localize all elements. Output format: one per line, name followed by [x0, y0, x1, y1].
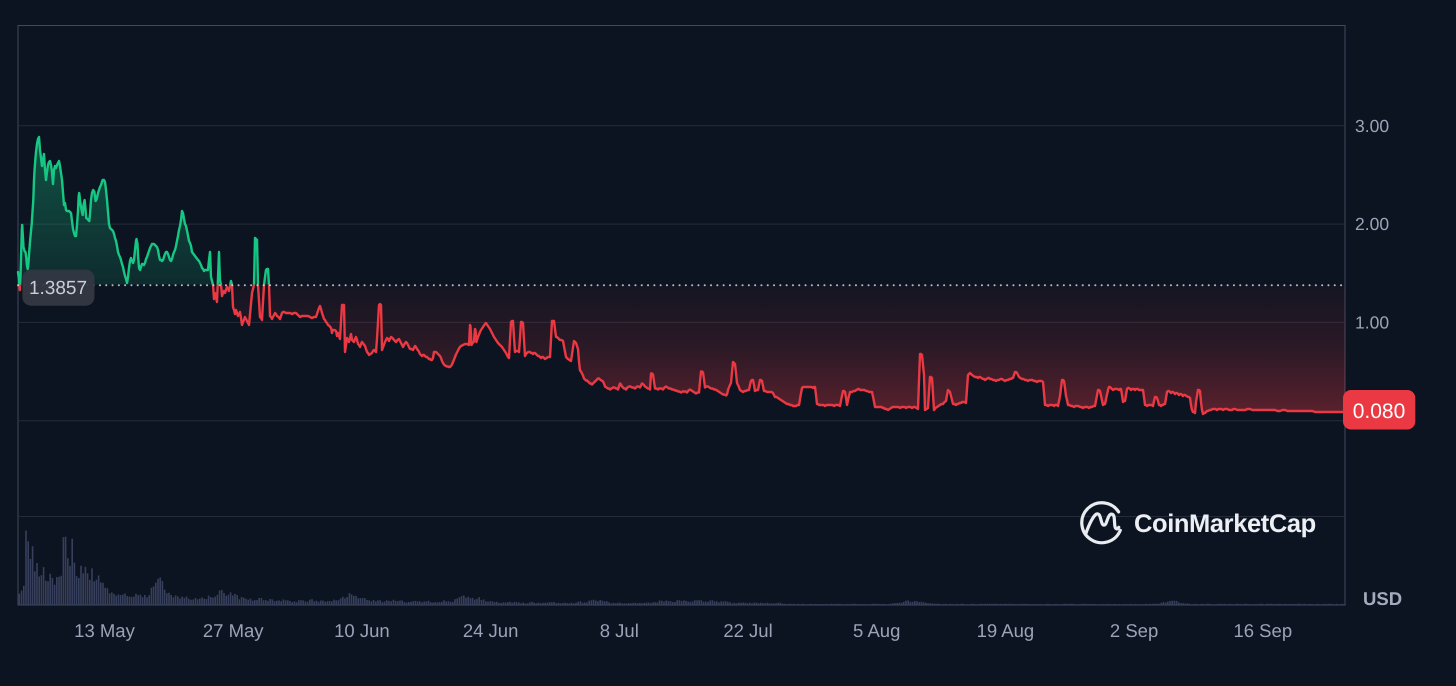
svg-text:13 May: 13 May: [74, 620, 135, 641]
svg-text:1.3857: 1.3857: [29, 278, 87, 299]
svg-text:5 Aug: 5 Aug: [853, 620, 900, 641]
svg-text:8 Jul: 8 Jul: [600, 620, 639, 641]
svg-text:24 Jun: 24 Jun: [463, 620, 519, 641]
svg-text:2.00: 2.00: [1355, 214, 1389, 234]
svg-text:CoinMarketCap: CoinMarketCap: [1134, 510, 1316, 538]
svg-text:3.00: 3.00: [1355, 116, 1389, 136]
svg-text:10 Jun: 10 Jun: [334, 620, 390, 641]
svg-text:1.00: 1.00: [1355, 312, 1389, 332]
svg-text:22 Jul: 22 Jul: [723, 620, 772, 641]
svg-text:USD: USD: [1363, 588, 1402, 609]
svg-text:0.080: 0.080: [1353, 400, 1406, 423]
svg-text:27 May: 27 May: [203, 620, 264, 641]
svg-text:16 Sep: 16 Sep: [1233, 620, 1292, 641]
svg-text:19 Aug: 19 Aug: [977, 620, 1035, 641]
svg-text:2 Sep: 2 Sep: [1110, 620, 1158, 641]
